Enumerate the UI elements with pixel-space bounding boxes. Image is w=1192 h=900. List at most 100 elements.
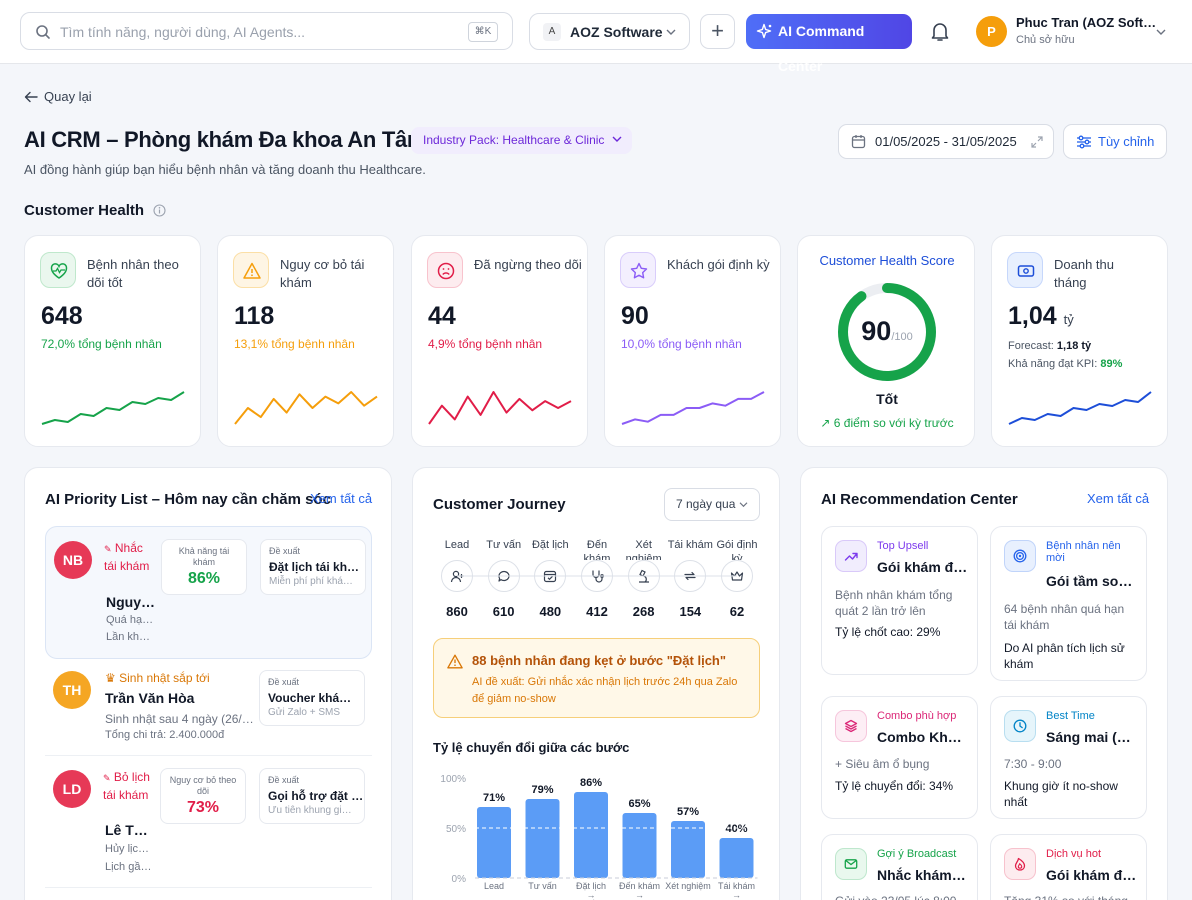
ai-command-center-button[interactable]: AI Command Center (746, 14, 912, 74)
sparkline-path (234, 391, 378, 425)
priority-list-title: AI Priority List – Hôm nay cần chăm sóc (45, 491, 331, 508)
x-tick-label: → (732, 890, 741, 900)
user-name[interactable]: Phuc Tran (AOZ Soft… (1016, 15, 1157, 30)
chevron-down-icon (666, 29, 676, 35)
kpi-value: 89% (1100, 358, 1123, 370)
customer-journey-panel: Customer Journey 7 ngày qua Lead 860 Tư vấ… (412, 467, 780, 900)
recommendation-card[interactable]: Top Upsell Gói khám đị… Bệnh nhân khám tổn… (821, 526, 978, 675)
repeat-icon (684, 571, 696, 581)
metric-card-subscription[interactable]: Khách gói định kỳ 90 10,0% tổng bệnh nhâ… (604, 235, 781, 447)
recommendation-see-all-link[interactable]: Xem tất cả (1087, 491, 1150, 506)
recommendation-heading: Sáng mai (2… (1046, 729, 1138, 745)
money-icon (1007, 252, 1043, 288)
industry-pack-dropdown[interactable]: Industry Pack: Healthcare & Clinic (411, 127, 633, 154)
conversion-bar[interactable] (574, 792, 608, 878)
sparkline-chart (428, 391, 572, 425)
suggest-sub: Miễn phí phí khá… (269, 576, 353, 587)
metric-card-stopped[interactable]: Đã ngừng theo dõi 44 4,9% tổng bệnh nhân (411, 235, 588, 447)
search-placeholder: Tìm tính năng, người dùng, AI Agents... (60, 24, 306, 40)
bell-icon[interactable] (928, 19, 952, 43)
conversion-bar[interactable] (622, 813, 657, 878)
recommendation-card[interactable]: Bệnh nhân nên mời Gói tầm soát… 64 bệnh nh… (990, 526, 1147, 681)
back-link[interactable]: Quay lại (24, 89, 92, 104)
conversion-bar[interactable] (477, 807, 511, 878)
recommendation-tag: Best Time (1046, 710, 1095, 722)
patient-detail: Lịch gầ… (105, 861, 152, 873)
suggestion-box[interactable]: Đề xuất Đặt lịch tái kh… Miễn phí phí kh… (260, 539, 366, 595)
suggest-text: Đặt lịch tái kh… (269, 560, 360, 574)
patient-detail: Quá hạ… (106, 614, 154, 626)
date-range-picker[interactable]: 01/05/2025 - 31/05/2025 (838, 124, 1054, 159)
revenue-card[interactable]: Doanh thu tháng 1,04 tỷ Forecast: 1,18 t… (991, 235, 1168, 447)
journey-step-label: Đến khám (583, 539, 611, 560)
user-menu-chevron-icon[interactable] (1156, 28, 1166, 36)
user-avatar[interactable]: P (976, 16, 1007, 47)
conversion-bar[interactable] (671, 821, 705, 878)
journey-step-value: 62 (729, 604, 745, 619)
bar-value-label: 40% (725, 823, 747, 835)
metric-percent: 4,9% tổng bệnh nhân (428, 337, 543, 351)
kpi-label: Khả năng đạt KPI: (1008, 358, 1098, 370)
org-switcher[interactable]: A AOZ Software (529, 13, 690, 50)
journey-step-value: 154 (679, 604, 702, 619)
conversion-bar[interactable] (525, 799, 560, 878)
recommendation-desc: 7:30 - 9:00 (1004, 757, 1062, 771)
avatar: TH (53, 671, 91, 709)
sparkline-path (428, 391, 572, 425)
metric-label: Bệnh nhân theo dõi tốt (87, 257, 179, 290)
health-score-gauge (838, 283, 936, 381)
info-icon[interactable] (153, 204, 166, 217)
recommendation-card[interactable]: Best Time Sáng mai (2… 7:30 - 9:00 Khung gi… (990, 696, 1147, 819)
top-bar: Tìm tính năng, người dùng, AI Agents... … (0, 0, 1192, 74)
customize-button[interactable]: Tùy chỉnh (1063, 124, 1167, 159)
health-score-status: Tốt (876, 391, 898, 407)
journey-step-label: Gói định kỳ (716, 539, 758, 560)
journey-step-label: Tư vấn (486, 539, 522, 551)
star-icon (620, 252, 656, 288)
score-label: Nguy cơ bỏ theo dõi (169, 775, 237, 796)
sparkline-path (621, 391, 765, 425)
metric-value: 648 (41, 302, 83, 330)
priority-tag-text: Bỏ lịch tái khám (103, 770, 150, 802)
recommendation-panel: AI Recommendation Center Xem tất cả Top … (800, 467, 1168, 900)
recommendation-desc: + Siêu âm ổ bụng (835, 757, 930, 771)
suggest-label: Đề xuất (269, 546, 301, 556)
revenue-value: 1,04 (1008, 302, 1057, 330)
priority-item[interactable]: NB ✎ Nhắc tái khám Nguy… Quá hạ… Lần kh…… (45, 526, 372, 659)
patient-detail: Hủy lịc… (105, 843, 150, 855)
arrow-up-right-icon: ↗ (820, 416, 831, 430)
warning-icon (233, 252, 269, 288)
journey-range-select[interactable]: 7 ngày qua (664, 488, 760, 521)
x-tick-label: Tái khám (718, 881, 755, 891)
suggest-text: Gọi hỗ trợ đặt … (268, 789, 364, 803)
journey-step-value: 610 (492, 604, 515, 619)
journey-step-value: 860 (446, 604, 468, 619)
metric-card-at-risk[interactable]: Nguy cơ bỏ tái khám 118 13,1% tổng bệnh … (217, 235, 394, 447)
page-subtitle: AI đồng hành giúp bạn hiểu bệnh nhân và … (24, 162, 426, 177)
suggestion-box[interactable]: Đề xuất Voucher khá… Gửi Zalo + SMS (259, 670, 365, 726)
user-role: Chủ sở hữu (1016, 34, 1075, 46)
x-tick-label: → (587, 890, 596, 900)
add-button[interactable]: + (700, 14, 735, 49)
sad-face-icon (427, 252, 463, 288)
priority-item[interactable]: TH ♛ Sinh nhật sắp tới Trần Văn Hòa Sinh… (45, 664, 372, 756)
recommendation-card[interactable]: Gợi ý Broadcast Nhắc khám s… Gửi vào 23/05… (821, 834, 978, 900)
recommendation-card[interactable]: Dịch vụ hot Gói khám đị… Tăng 31% so với t… (990, 834, 1147, 900)
global-search[interactable]: Tìm tính năng, người dùng, AI Agents... … (20, 12, 513, 50)
health-score-value-wrap: 90/100 (798, 316, 976, 347)
health-score-trend: ↗ 6 điểm so với kỳ trước (798, 416, 976, 430)
suggestion-box[interactable]: Đề xuất Gọi hỗ trợ đặt … Ưu tiên khung g… (259, 768, 365, 824)
conversion-bar[interactable] (719, 838, 754, 878)
x-tick-label: Đến khám (619, 881, 660, 891)
priority-item[interactable]: LD ✎ Bỏ lịch tái khám Lê T… Hủy lịc… Lịc… (45, 760, 372, 888)
recommendation-card[interactable]: Combo phù hợp Combo Khá… + Siêu âm ổ bụng T… (821, 696, 978, 819)
journey-range-value: 7 ngày qua (676, 497, 736, 511)
org-badge: A (543, 23, 561, 41)
metric-card-good[interactable]: Bệnh nhân theo dõi tốt 648 72,0% tổng bệ… (24, 235, 201, 447)
mail-icon (835, 848, 867, 880)
health-score-card[interactable]: Customer Health Score 90/100 Tốt ↗ 6 điể… (797, 235, 975, 447)
revenue-unit: tỷ (1063, 312, 1074, 327)
priority-see-all-link[interactable]: Xem tất cả (310, 491, 373, 506)
alert-title: 88 bệnh nhân đang kẹt ở bước "Đặt lịch" (472, 653, 727, 668)
health-score-trend-text: 6 điểm so với kỳ trước (833, 416, 954, 430)
